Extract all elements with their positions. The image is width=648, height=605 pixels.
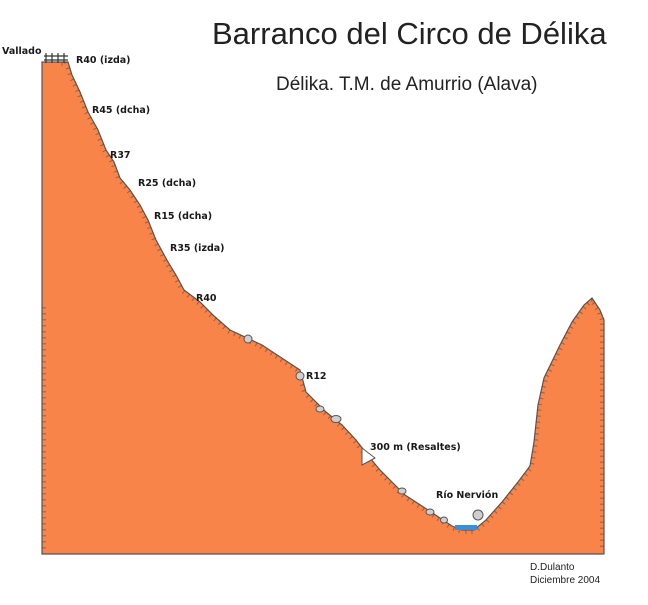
boulder [244,335,252,343]
rappel-label: 300 m (Resaltes) [370,442,461,453]
boulder [473,510,483,520]
boulder [316,406,324,412]
boulder [296,372,304,380]
boulder [426,509,434,515]
rappel-label: R37 [110,150,131,161]
rappel-label: R15 (dcha) [154,211,212,222]
diagram-title: Barranco del Circo de Délika [212,16,607,52]
fence-label: Vallado [2,46,42,57]
hatch-mark [533,446,537,447]
boulder [441,517,448,523]
hatch-mark [530,463,534,464]
hatch-mark [592,298,593,302]
terrain-profile [42,62,604,554]
rappel-label: R12 [306,371,327,382]
rappel-label: R40 (izda) [76,55,131,66]
boulder [398,488,406,494]
hatch-mark [532,452,536,453]
river-label: Río Nervión [436,490,498,501]
boulder [331,416,341,423]
river-water [455,525,477,530]
rappel-label: R40 [196,293,217,304]
author-credit: D.Dulanto [530,562,574,573]
diagram-subtitle: Délika. T.M. de Amurrio (Alava) [276,74,538,96]
rappel-label: R35 (izda) [170,243,225,254]
date-credit: Diciembre 2004 [530,575,600,586]
hatch-mark [531,457,535,458]
rappel-label: R25 (dcha) [138,178,196,189]
rappel-label: R45 (dcha) [92,105,150,116]
